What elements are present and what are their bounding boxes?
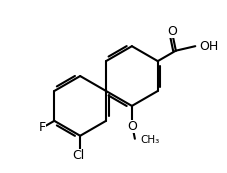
Text: CH₃: CH₃ bbox=[140, 135, 160, 145]
Text: O: O bbox=[127, 120, 137, 133]
Text: O: O bbox=[167, 25, 177, 38]
Text: Cl: Cl bbox=[73, 149, 85, 162]
Text: OH: OH bbox=[199, 40, 218, 53]
Text: F: F bbox=[39, 121, 46, 134]
